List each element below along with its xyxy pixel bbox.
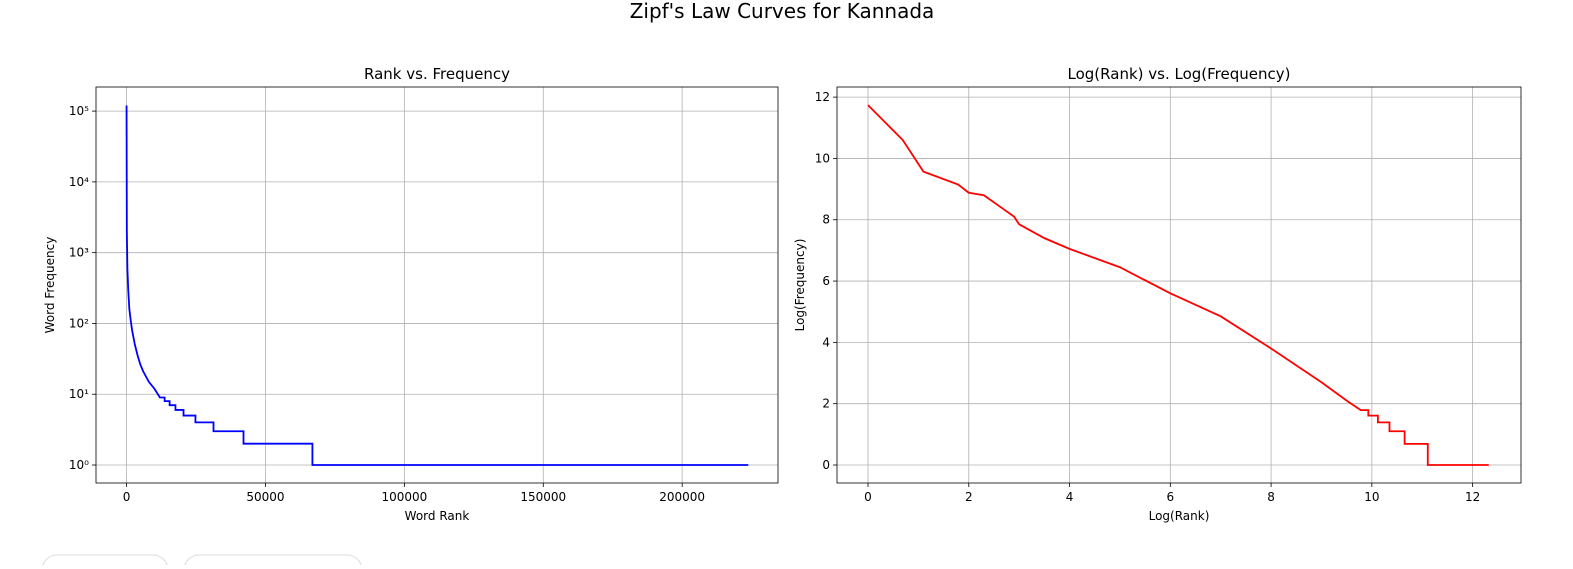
- x-tick-label: 0: [123, 490, 131, 504]
- axes-frame: [95, 86, 779, 484]
- y-tick-label: 0: [822, 458, 830, 472]
- x-tick-label: 4: [1066, 490, 1074, 504]
- x-axis-label: Word Rank: [405, 509, 470, 523]
- y-tick-label: 6: [822, 274, 830, 288]
- axes-title: Rank vs. Frequency: [364, 65, 510, 83]
- x-tick-label: 2: [965, 490, 973, 504]
- y-tick-label: 2: [822, 397, 830, 411]
- y-tick-label: 4: [822, 335, 830, 349]
- x-axis-label: Log(Rank): [1149, 509, 1210, 523]
- axes-frame: [836, 86, 1522, 484]
- x-tick-label: 12: [1465, 490, 1480, 504]
- x-tick-label: 150000: [520, 490, 566, 504]
- y-tick-label: 10⁰: [69, 458, 89, 472]
- x-tick-label: 200000: [659, 490, 705, 504]
- data-line: [125, 105, 749, 466]
- x-tick-label: 8: [1267, 490, 1275, 504]
- y-tick-label: 8: [822, 213, 830, 227]
- y-tick-label: 10⁵: [69, 104, 89, 118]
- y-tick-label: 10⁴: [69, 175, 89, 189]
- button[interactable]: [183, 554, 363, 569]
- axes-title: Log(Rank) vs. Log(Frequency): [1068, 65, 1291, 83]
- data-line: [867, 104, 1489, 466]
- y-tick-label: 10¹: [69, 387, 89, 401]
- x-tick-label: 50000: [246, 490, 284, 504]
- y-tick-label: 10: [815, 151, 830, 165]
- y-tick-label: 12: [815, 90, 830, 104]
- figure-title: Zipf's Law Curves for Kannada: [630, 0, 935, 23]
- x-tick-label: 10: [1364, 490, 1379, 504]
- y-tick-label: 10²: [69, 316, 89, 330]
- y-tick-label: 10³: [69, 246, 89, 260]
- x-tick-label: 100000: [381, 490, 427, 504]
- y-axis-label: Log(Frequency): [793, 239, 807, 332]
- x-tick-label: 0: [864, 490, 872, 504]
- x-tick-label: 6: [1166, 490, 1174, 504]
- y-axis-label: Word Frequency: [43, 237, 57, 334]
- button[interactable]: [41, 554, 169, 569]
